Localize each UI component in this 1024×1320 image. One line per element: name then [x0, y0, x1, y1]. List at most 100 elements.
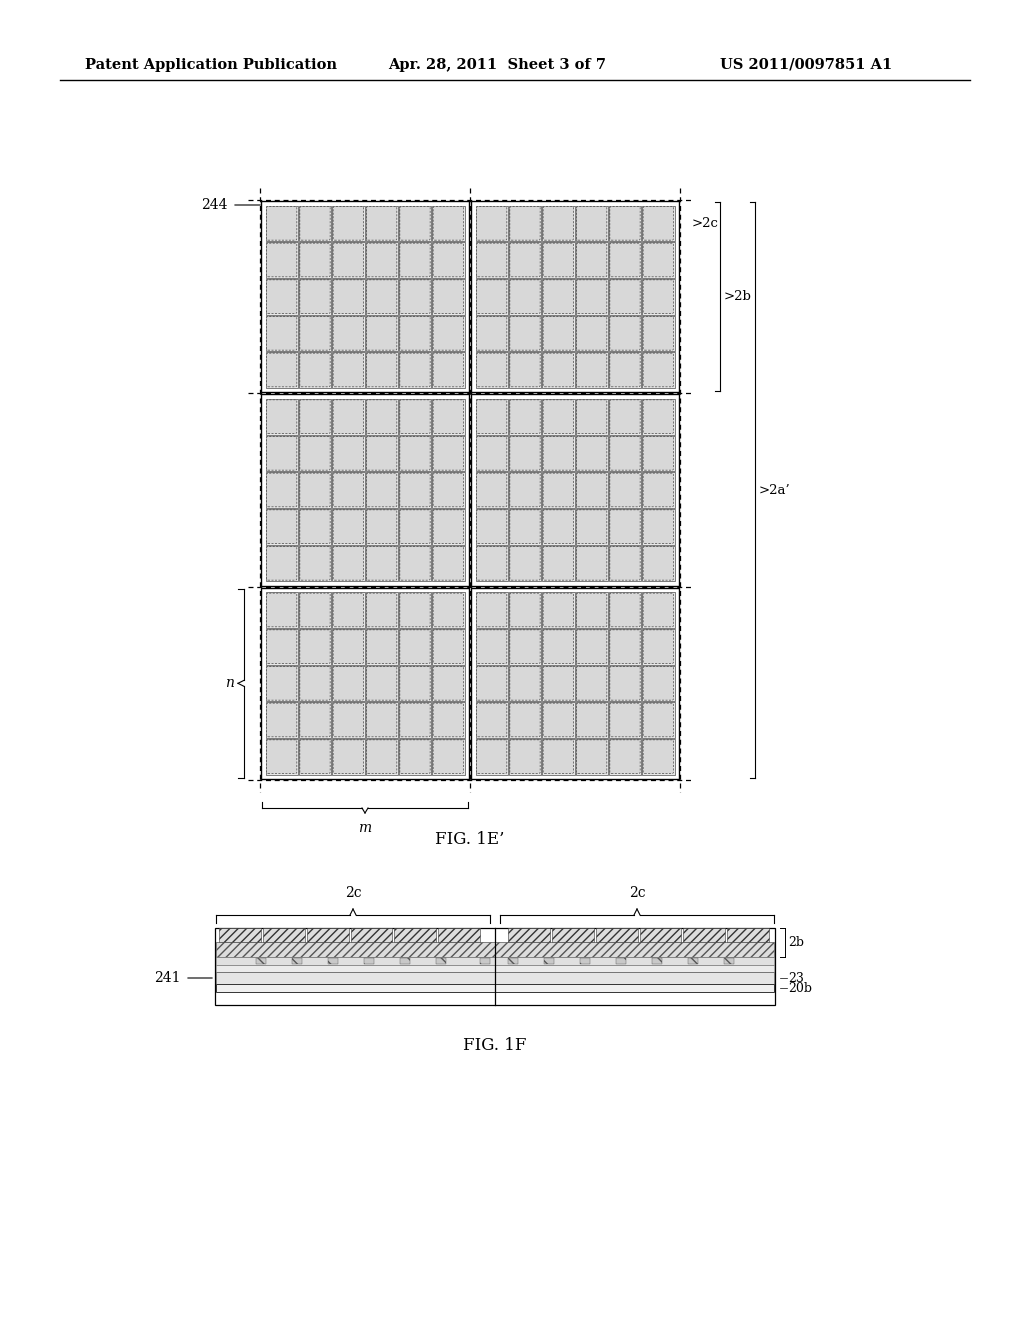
Bar [398, 352, 431, 388]
Bar [398, 545, 431, 581]
Bar [475, 436, 508, 471]
FancyBboxPatch shape [610, 400, 640, 433]
Bar [609, 242, 641, 277]
FancyBboxPatch shape [433, 317, 464, 350]
FancyBboxPatch shape [266, 546, 297, 581]
FancyBboxPatch shape [367, 593, 397, 627]
FancyBboxPatch shape [610, 280, 640, 314]
Bar [299, 352, 331, 388]
Bar [642, 628, 675, 664]
Bar [398, 473, 431, 508]
Bar [509, 665, 541, 701]
FancyBboxPatch shape [333, 437, 364, 470]
Bar [596, 928, 638, 942]
Bar [265, 399, 298, 434]
Bar [432, 436, 465, 471]
FancyBboxPatch shape [643, 593, 674, 627]
FancyBboxPatch shape [300, 317, 330, 350]
Bar [366, 315, 398, 351]
Bar [432, 315, 465, 351]
Bar [609, 206, 641, 242]
Bar [432, 593, 465, 628]
FancyBboxPatch shape [367, 704, 397, 737]
Bar [642, 436, 675, 471]
FancyBboxPatch shape [399, 593, 430, 627]
Bar [299, 702, 331, 738]
Bar [509, 352, 541, 388]
Bar [509, 315, 541, 351]
Bar [475, 739, 508, 775]
Bar [216, 972, 774, 983]
Bar [509, 508, 541, 544]
Bar [332, 593, 365, 628]
Bar [642, 508, 675, 544]
Bar [364, 958, 374, 964]
FancyBboxPatch shape [510, 437, 541, 470]
Bar [432, 242, 465, 277]
FancyBboxPatch shape [333, 667, 364, 700]
Bar [609, 315, 641, 351]
Bar [727, 928, 769, 942]
FancyBboxPatch shape [476, 667, 507, 700]
Text: >2b: >2b [724, 290, 752, 304]
Bar [306, 928, 348, 942]
FancyBboxPatch shape [300, 354, 330, 387]
FancyBboxPatch shape [510, 400, 541, 433]
Bar [332, 352, 365, 388]
FancyBboxPatch shape [266, 280, 297, 314]
FancyBboxPatch shape [266, 400, 297, 433]
Text: 2c: 2c [345, 886, 361, 900]
FancyBboxPatch shape [300, 510, 330, 544]
FancyBboxPatch shape [433, 243, 464, 277]
FancyBboxPatch shape [367, 630, 397, 664]
Text: 244: 244 [202, 198, 228, 213]
FancyBboxPatch shape [543, 243, 573, 277]
Bar [216, 942, 774, 957]
Bar [509, 593, 541, 628]
FancyBboxPatch shape [510, 510, 541, 544]
Bar [471, 395, 679, 586]
FancyBboxPatch shape [367, 400, 397, 433]
FancyBboxPatch shape [399, 354, 430, 387]
FancyBboxPatch shape [433, 704, 464, 737]
FancyBboxPatch shape [476, 593, 507, 627]
Bar [609, 739, 641, 775]
FancyBboxPatch shape [543, 354, 573, 387]
Bar [332, 545, 365, 581]
Bar [575, 242, 608, 277]
FancyBboxPatch shape [367, 280, 397, 314]
Bar [609, 665, 641, 701]
Bar [542, 545, 574, 581]
FancyBboxPatch shape [643, 437, 674, 470]
FancyBboxPatch shape [577, 354, 607, 387]
Bar [265, 315, 298, 351]
FancyBboxPatch shape [577, 739, 607, 774]
FancyBboxPatch shape [510, 667, 541, 700]
FancyBboxPatch shape [367, 473, 397, 507]
Bar [215, 928, 775, 1005]
FancyBboxPatch shape [610, 317, 640, 350]
Bar [542, 593, 574, 628]
Bar [350, 928, 392, 942]
Bar [265, 545, 298, 581]
FancyBboxPatch shape [643, 510, 674, 544]
FancyBboxPatch shape [333, 400, 364, 433]
Bar [265, 473, 298, 508]
Bar [542, 279, 574, 314]
FancyBboxPatch shape [333, 317, 364, 350]
FancyBboxPatch shape [610, 630, 640, 664]
FancyBboxPatch shape [577, 243, 607, 277]
Bar [332, 436, 365, 471]
FancyBboxPatch shape [433, 473, 464, 507]
Bar [509, 473, 541, 508]
FancyBboxPatch shape [433, 739, 464, 774]
Bar [542, 702, 574, 738]
Bar [475, 399, 508, 434]
Bar [652, 958, 662, 964]
Bar [398, 399, 431, 434]
FancyBboxPatch shape [433, 437, 464, 470]
FancyBboxPatch shape [510, 280, 541, 314]
Bar [475, 665, 508, 701]
Bar [398, 315, 431, 351]
FancyBboxPatch shape [399, 473, 430, 507]
